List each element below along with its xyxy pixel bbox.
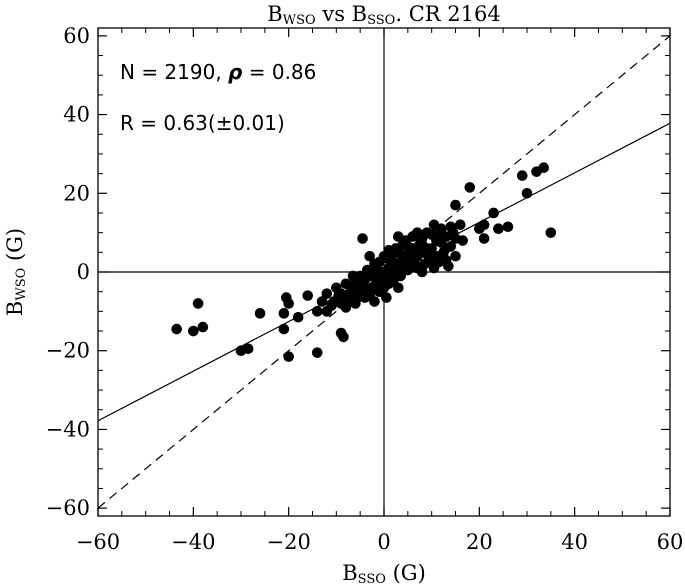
y-tick-label: 40 xyxy=(63,103,90,127)
x-tick-label: −40 xyxy=(171,530,215,554)
data-point xyxy=(364,250,376,262)
x-tick-label: 20 xyxy=(466,530,493,554)
data-point xyxy=(192,298,204,309)
y-tick-label: −20 xyxy=(46,339,90,363)
data-point xyxy=(302,290,314,301)
data-point xyxy=(440,254,452,266)
data-point xyxy=(278,308,290,319)
data-point xyxy=(478,219,490,231)
x-tick-label: 0 xyxy=(377,530,390,554)
data-point xyxy=(464,182,476,193)
data-point xyxy=(478,233,490,244)
data-point xyxy=(369,296,380,307)
data-point xyxy=(426,254,437,266)
data-point xyxy=(545,227,557,238)
data-point xyxy=(342,294,354,305)
data-point xyxy=(188,325,199,337)
data-point xyxy=(171,323,182,335)
data-point xyxy=(388,266,399,278)
data-point xyxy=(283,298,294,309)
y-tick-label: −60 xyxy=(46,496,90,520)
data-point xyxy=(357,233,368,244)
data-point xyxy=(454,219,466,231)
x-axis-label: BSSO (G) xyxy=(342,561,426,585)
data-point xyxy=(316,296,328,307)
data-point xyxy=(347,270,359,282)
data-point xyxy=(450,199,461,211)
data-point xyxy=(378,282,390,294)
data-point xyxy=(402,241,414,252)
data-point xyxy=(278,323,290,335)
data-point xyxy=(340,278,352,290)
data-point xyxy=(359,292,371,303)
data-point xyxy=(488,207,499,219)
data-point xyxy=(450,250,461,262)
data-point xyxy=(311,347,323,358)
data-point xyxy=(393,282,404,294)
chart-title: BWSO vs BSSO. CR 2164 xyxy=(267,2,500,28)
data-point xyxy=(409,247,421,258)
y-axis-label: BWSO (G) xyxy=(3,228,29,316)
data-point xyxy=(371,276,383,288)
data-point xyxy=(397,262,409,274)
data-point xyxy=(338,331,349,343)
data-point xyxy=(450,233,461,244)
data-point xyxy=(254,308,266,319)
data-point xyxy=(197,321,209,333)
data-point xyxy=(242,343,254,355)
x-tick-label: −20 xyxy=(267,530,311,554)
data-point xyxy=(445,221,457,233)
data-point xyxy=(383,245,395,256)
x-tick-label: −60 xyxy=(76,530,120,554)
data-point xyxy=(521,187,533,199)
stats-annotation-n-rho: N = 2190, ρ = 0.86 xyxy=(120,60,316,84)
y-axis: −60 −40 −20 0 20 40 60 xyxy=(46,24,670,520)
data-point xyxy=(440,243,452,254)
line-one-to-one xyxy=(98,35,670,509)
data-point xyxy=(393,231,404,242)
data-point xyxy=(366,284,378,296)
data-point xyxy=(321,288,333,299)
y-tick-label: 0 xyxy=(77,260,90,284)
data-point xyxy=(311,306,323,317)
y-tick-label: 60 xyxy=(63,24,90,48)
data-point xyxy=(538,162,549,174)
data-point xyxy=(493,223,504,235)
data-point xyxy=(502,221,514,233)
data-point xyxy=(333,290,345,301)
data-point xyxy=(416,239,428,250)
data-point xyxy=(283,351,294,362)
scatter-points xyxy=(171,162,557,362)
y-tick-label: −40 xyxy=(46,417,90,441)
data-point xyxy=(407,256,418,268)
data-point xyxy=(326,300,337,311)
data-point xyxy=(516,170,528,181)
data-point xyxy=(381,292,392,303)
data-point xyxy=(388,256,399,268)
data-point xyxy=(397,250,409,262)
data-point xyxy=(433,229,445,240)
data-point xyxy=(357,276,368,288)
data-point xyxy=(412,227,423,238)
x-tick-label: 60 xyxy=(657,530,684,554)
y-tick-label: 20 xyxy=(63,181,90,205)
x-tick-label: 40 xyxy=(561,530,588,554)
stats-annotation-r: R = 0.63(±0.01) xyxy=(120,111,285,135)
data-point xyxy=(292,311,304,323)
data-point xyxy=(364,270,376,282)
